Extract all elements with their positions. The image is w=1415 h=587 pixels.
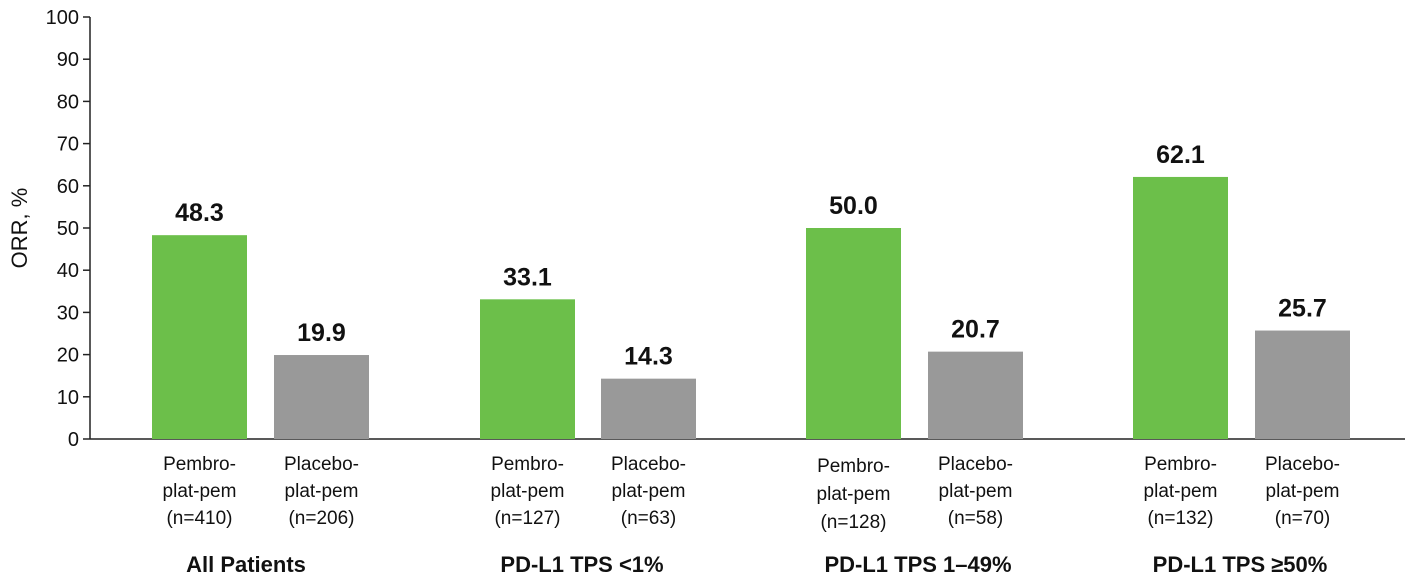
data-label: 50.0 xyxy=(829,192,878,220)
bar xyxy=(152,235,247,439)
y-tick-label: 50 xyxy=(57,218,79,240)
bar xyxy=(480,299,575,439)
bar-caption: (n=58) xyxy=(948,508,1003,529)
bar-caption: plat-pem xyxy=(1144,481,1218,502)
bar xyxy=(601,378,696,439)
bar-caption: Pembro- xyxy=(1144,454,1217,475)
y-tick-label: 30 xyxy=(57,302,79,324)
category-label: PD-L1 TPS <1% xyxy=(500,552,663,577)
bar xyxy=(928,351,1023,439)
bar xyxy=(274,355,369,439)
y-tick-label: 90 xyxy=(57,49,79,71)
y-tick-label: 20 xyxy=(57,345,79,367)
y-tick-label: 80 xyxy=(57,91,79,113)
data-label: 20.7 xyxy=(951,316,1000,344)
labels: 48.3 Pembro-plat-pem (n=410) 33.1 Pembro-pla… xyxy=(163,141,1340,577)
bar-caption: plat-pem xyxy=(817,484,891,505)
bar-caption: (n=128) xyxy=(820,512,886,533)
bar-caption: plat-pem xyxy=(491,481,565,502)
data-label: 48.3 xyxy=(175,199,224,227)
bar-caption: Pembro- xyxy=(491,454,564,475)
y-tick-label: 40 xyxy=(57,260,79,282)
bar-caption: Placebo- xyxy=(938,454,1013,475)
bar-caption: (n=70) xyxy=(1275,508,1330,529)
y-axis-title: ORR, % xyxy=(7,188,32,269)
y-tick-label: 10 xyxy=(57,387,79,409)
y-tick-label: 0 xyxy=(68,429,79,451)
category-label: All Patients xyxy=(186,552,306,577)
bar-caption: Placebo- xyxy=(1265,454,1340,475)
bar-caption: (n=206) xyxy=(288,508,354,529)
category-label: PD-L1 TPS 1–49% xyxy=(824,552,1011,577)
data-label: 14.3 xyxy=(624,343,673,371)
category-label: PD-L1 TPS ≥50% xyxy=(1153,552,1328,577)
bar-caption: (n=127) xyxy=(494,508,560,529)
y-tick-label: 70 xyxy=(57,134,79,156)
bar-caption: Pembro- xyxy=(163,454,236,475)
y-tick-label: 60 xyxy=(57,176,79,198)
bar-caption: plat-pem xyxy=(939,481,1013,502)
bar-caption: plat-pem xyxy=(612,481,686,502)
bar xyxy=(806,228,901,439)
bar-caption: Placebo- xyxy=(611,454,686,475)
data-label: 62.1 xyxy=(1156,141,1205,169)
bar-caption: (n=132) xyxy=(1147,508,1213,529)
data-label: 19.9 xyxy=(297,319,346,347)
bar-caption: (n=63) xyxy=(621,508,676,529)
bars xyxy=(152,176,1350,440)
bar-caption: Placebo- xyxy=(284,454,359,475)
y-tick-label: 100 xyxy=(46,7,79,29)
bar-caption: plat-pem xyxy=(285,481,359,502)
bar-caption: (n=410) xyxy=(166,508,232,529)
bar xyxy=(1133,176,1228,440)
bar xyxy=(1255,330,1350,439)
data-label: 33.1 xyxy=(503,263,552,291)
bar-caption: Pembro- xyxy=(817,456,890,477)
bar-caption: plat-pem xyxy=(1266,481,1340,502)
bar-caption: plat-pem xyxy=(163,481,237,502)
data-label: 25.7 xyxy=(1278,295,1327,323)
